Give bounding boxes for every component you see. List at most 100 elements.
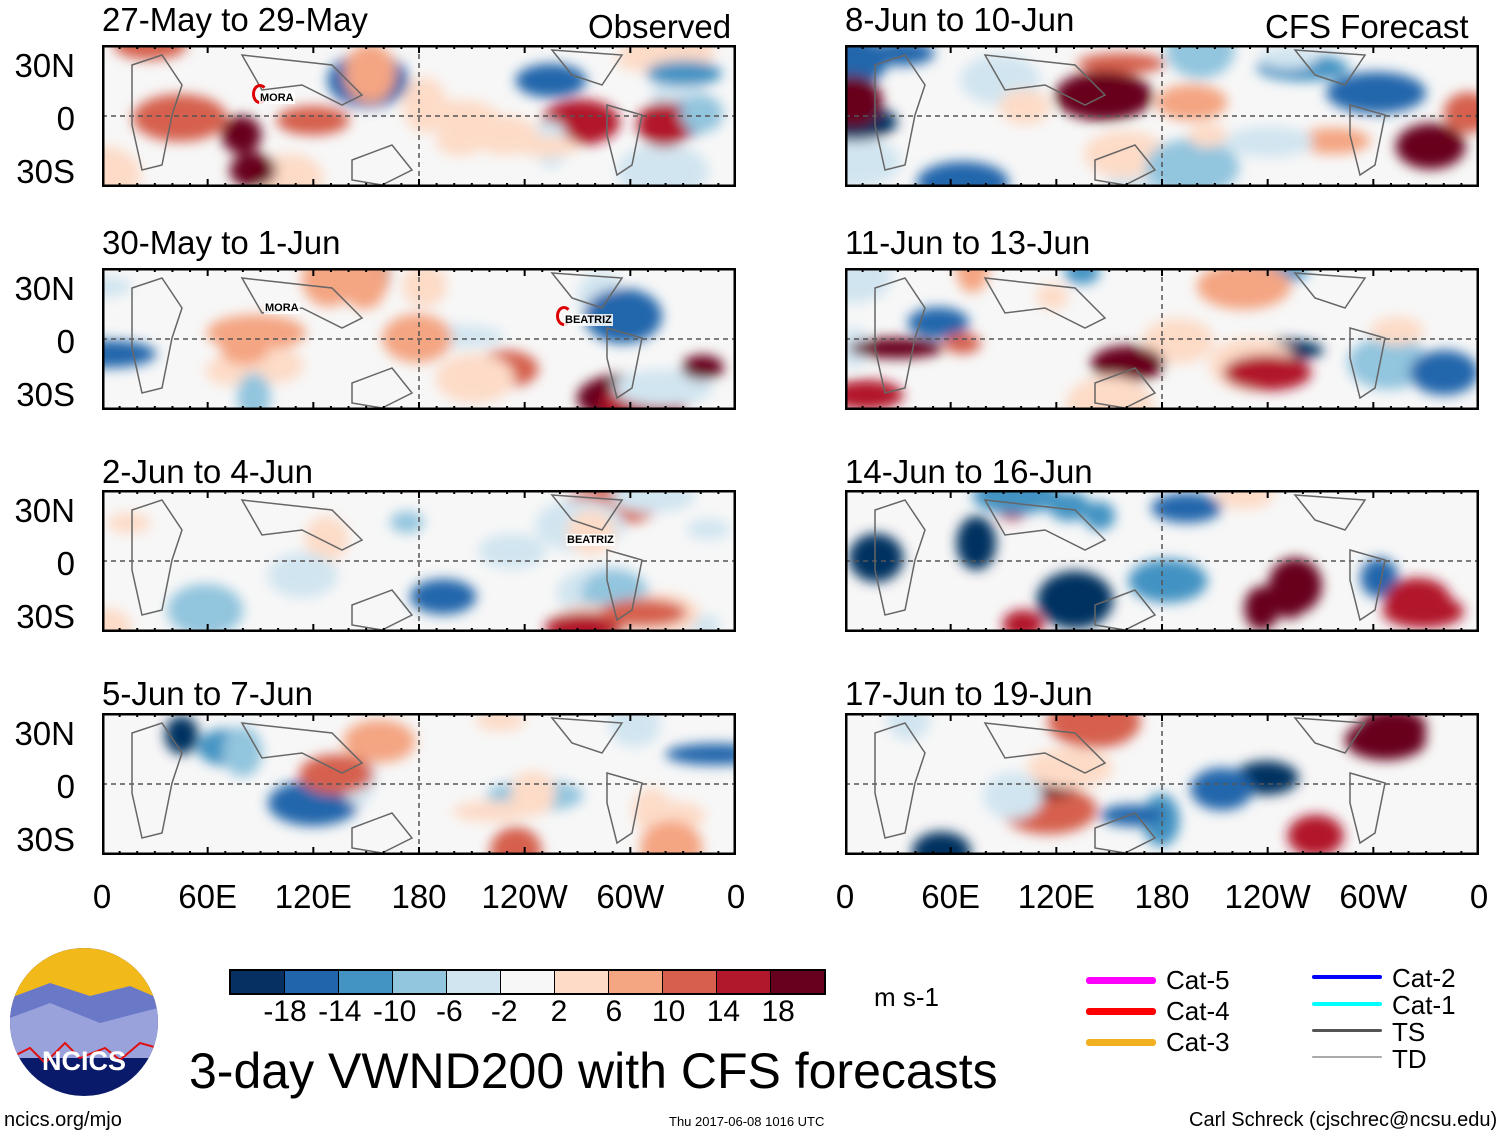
footer-url[interactable]: ncics.org/mjo bbox=[4, 1109, 122, 1131]
lon-label: 60W bbox=[1339, 878, 1408, 915]
colorbar-swatch bbox=[717, 971, 771, 993]
anomaly-blob bbox=[1027, 746, 1113, 789]
anomaly-blob bbox=[646, 60, 722, 87]
colorbar-swatch bbox=[285, 971, 339, 993]
lat-label: 30S bbox=[16, 821, 75, 858]
anomaly-blob bbox=[344, 45, 396, 103]
anomaly-blob bbox=[1344, 719, 1427, 761]
map-panel bbox=[845, 45, 1479, 187]
anomaly-blob bbox=[416, 99, 500, 135]
legend-label: Cat-4 bbox=[1166, 996, 1230, 1026]
panel-title: 27-May to 29-May bbox=[102, 1, 368, 38]
anomaly-blob bbox=[616, 143, 709, 187]
ncics-logo: NCICS bbox=[10, 948, 158, 1096]
anomaly-blob bbox=[599, 598, 687, 628]
anomaly-blob bbox=[845, 379, 904, 410]
anomaly-blob bbox=[609, 713, 661, 748]
coastlines bbox=[874, 272, 1386, 409]
anomaly-blob bbox=[1091, 345, 1165, 382]
coastlines bbox=[874, 717, 1386, 854]
anomaly-blob bbox=[510, 770, 556, 817]
map-panel bbox=[845, 268, 1479, 410]
anomaly-blob bbox=[567, 509, 616, 555]
anomaly-blob bbox=[1145, 138, 1240, 187]
colorbar-swatch bbox=[609, 971, 663, 993]
anomaly-blob bbox=[1360, 557, 1399, 598]
anomaly-blob bbox=[132, 94, 228, 142]
colorbar-units: m s-1 bbox=[874, 982, 939, 1012]
anomaly-blob bbox=[848, 337, 944, 359]
anomaly-blob bbox=[343, 719, 416, 763]
anomaly-blob bbox=[999, 89, 1051, 125]
storm-label-beatriz: BEATRIZ bbox=[566, 534, 615, 546]
anomaly-blob bbox=[972, 490, 1060, 515]
anomaly-blob bbox=[1224, 126, 1314, 158]
anomaly-blob bbox=[410, 578, 477, 615]
map-panel bbox=[845, 490, 1479, 632]
colorbar-swatch bbox=[771, 971, 824, 993]
anomaly-blob bbox=[637, 101, 692, 147]
lat-label: 30N bbox=[14, 47, 75, 84]
lon-label: 120W bbox=[481, 878, 568, 915]
lon-label: 0 bbox=[726, 878, 746, 915]
anomaly-blob bbox=[1409, 350, 1479, 396]
lat-label: 30S bbox=[16, 153, 75, 190]
colorbar-label: 10 bbox=[651, 995, 686, 1028]
anomaly-blob bbox=[611, 490, 696, 513]
anomaly-blob bbox=[681, 355, 724, 380]
anomaly-blob bbox=[1047, 713, 1141, 749]
anomaly-blob bbox=[113, 45, 187, 60]
anomaly-blob bbox=[477, 533, 547, 569]
figure-title: 3-day VWND200 with CFS forecasts bbox=[189, 1043, 998, 1099]
map-panel bbox=[845, 713, 1479, 855]
anomaly-blob bbox=[613, 369, 713, 407]
legend-line-ts bbox=[1312, 1029, 1382, 1032]
anomaly-blob bbox=[1395, 123, 1466, 170]
anomaly-blob bbox=[167, 583, 244, 632]
anomaly-blob bbox=[1196, 268, 1291, 310]
legend-label: Cat-5 bbox=[1166, 965, 1230, 995]
legend-label: Cat-1 bbox=[1392, 990, 1456, 1020]
colorbar-swatch bbox=[663, 971, 717, 993]
colorbar-label: -18 bbox=[263, 995, 307, 1028]
lat-label: 0 bbox=[56, 768, 75, 805]
coastlines bbox=[874, 49, 1386, 186]
anomaly-blob bbox=[475, 713, 526, 732]
anomaly-blob bbox=[1244, 586, 1280, 631]
forecast-header: CFS Forecast bbox=[1265, 8, 1469, 45]
lat-label: 30N bbox=[14, 492, 75, 529]
anomaly-blob bbox=[452, 800, 531, 823]
anomaly-blob bbox=[1268, 557, 1323, 614]
panel-title: 11-Jun to 13-Jun bbox=[845, 224, 1091, 261]
anomaly-blob bbox=[1166, 45, 1235, 79]
storm-label-mora: MORA bbox=[264, 302, 300, 314]
lat-label: 30N bbox=[14, 715, 75, 752]
anomaly-blob bbox=[490, 826, 542, 855]
anomaly-blob bbox=[102, 146, 142, 187]
colorbar-swatch bbox=[501, 971, 555, 993]
lat-label: 0 bbox=[56, 323, 75, 360]
anomaly-blob bbox=[912, 831, 971, 855]
panel-title: 14-Jun to 16-Jun bbox=[845, 453, 1093, 490]
storm-label-beatriz: BEATRIZ bbox=[564, 314, 613, 326]
map-panel bbox=[102, 268, 736, 410]
anomaly-blob bbox=[983, 772, 1043, 820]
anomaly-blob bbox=[637, 800, 706, 831]
legend-label: Cat-3 bbox=[1166, 1027, 1230, 1057]
anomaly-blob bbox=[1155, 84, 1228, 121]
anomaly-blob bbox=[435, 353, 515, 404]
anomaly-blob bbox=[1064, 268, 1100, 285]
anomaly-blob bbox=[102, 276, 132, 298]
anomaly-blob bbox=[1384, 577, 1451, 622]
lon-label: 120E bbox=[1017, 878, 1095, 915]
anomaly-blob bbox=[1296, 127, 1371, 155]
legend-line-cat-1 bbox=[1312, 1002, 1382, 1006]
anomaly-blob bbox=[513, 135, 579, 158]
anomaly-blob bbox=[1077, 53, 1166, 74]
anomaly-blob bbox=[267, 552, 338, 598]
lon-label: 120W bbox=[1224, 878, 1311, 915]
anomaly-blob bbox=[686, 518, 731, 540]
anomaly-blob bbox=[1287, 814, 1344, 855]
anomaly-blob bbox=[848, 533, 904, 583]
